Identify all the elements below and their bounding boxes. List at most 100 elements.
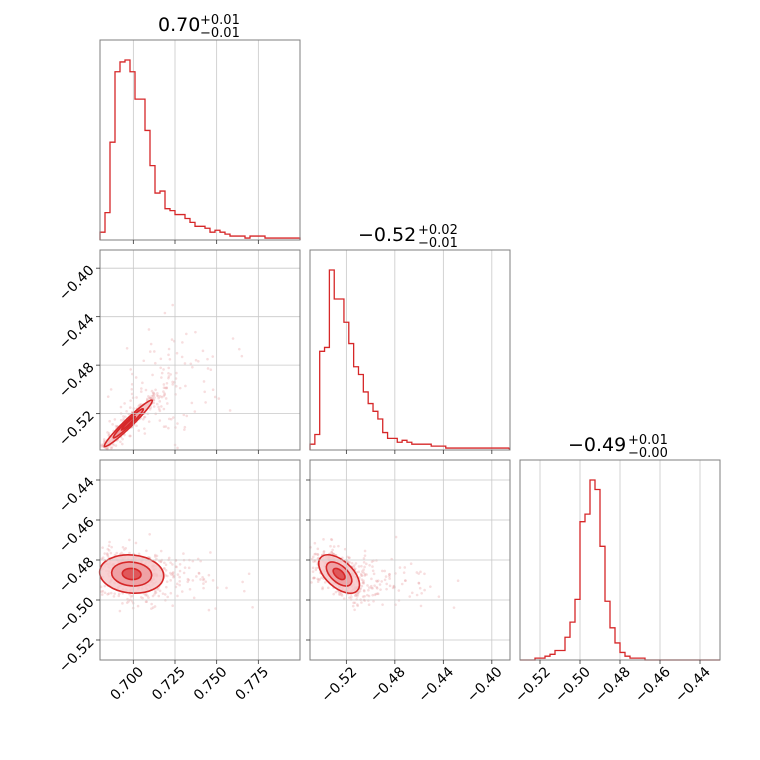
sample-point-1 xyxy=(178,583,181,587)
sample-point-0 xyxy=(204,401,207,404)
sample-point-0 xyxy=(174,426,177,429)
sample-point-2 xyxy=(381,603,384,606)
sample-point-1 xyxy=(101,546,104,549)
sample-point-0 xyxy=(153,361,157,365)
sample-point-0 xyxy=(103,439,106,443)
sample-point-1 xyxy=(204,580,208,583)
sample-point-0 xyxy=(100,443,103,447)
sample-point-2 xyxy=(378,583,382,586)
sample-point-2 xyxy=(315,566,318,570)
sample-point-2 xyxy=(380,569,384,573)
sample-point-2 xyxy=(375,579,378,583)
sample-point-0 xyxy=(152,391,155,395)
sample-point-2 xyxy=(362,568,365,572)
sample-point-0 xyxy=(114,424,118,428)
sample-point-1 xyxy=(182,552,185,555)
sample-point-2 xyxy=(379,588,382,591)
sample-point-0 xyxy=(169,417,173,421)
sample-point-1 xyxy=(113,592,116,595)
sample-point-1 xyxy=(148,532,151,536)
sample-point-0 xyxy=(155,394,159,397)
sample-point-0 xyxy=(109,446,113,450)
x-tick-label-1-2: −0.44 xyxy=(416,664,458,706)
sample-point-1 xyxy=(186,580,190,584)
sample-point-1 xyxy=(155,557,158,561)
sample-point-2 xyxy=(373,584,376,587)
sample-point-2 xyxy=(410,591,414,595)
sample-point-0 xyxy=(123,433,126,437)
sample-point-0 xyxy=(135,424,138,428)
sample-point-0 xyxy=(141,417,145,421)
sample-point-0 xyxy=(185,414,189,418)
sample-point-0 xyxy=(162,407,166,411)
sample-point-1 xyxy=(241,580,244,584)
sample-point-2 xyxy=(342,597,346,601)
x-tick-label-2-1: −0.50 xyxy=(552,664,594,706)
sample-point-1 xyxy=(247,572,251,576)
sample-point-0 xyxy=(156,391,159,395)
sample-point-0 xyxy=(106,446,110,449)
sample-point-2 xyxy=(316,553,320,556)
title-0-plus: +0.01 xyxy=(200,13,240,28)
sample-point-0 xyxy=(189,362,193,366)
sample-point-0 xyxy=(158,409,162,413)
sample-point-2 xyxy=(341,556,344,560)
sample-point-1 xyxy=(141,596,144,600)
sample-point-1 xyxy=(139,596,143,599)
sample-point-1 xyxy=(158,589,162,593)
sample-point-1 xyxy=(100,593,104,596)
sample-point-0 xyxy=(164,386,167,390)
x-tick-label-1-3: −0.40 xyxy=(464,664,506,706)
sample-point-2 xyxy=(403,579,407,582)
sample-point-2 xyxy=(353,601,357,605)
sample-point-0 xyxy=(106,395,110,398)
sample-point-1 xyxy=(153,605,157,608)
sample-point-0 xyxy=(159,395,162,398)
sample-point-1 xyxy=(145,549,148,553)
sample-point-2 xyxy=(365,573,368,576)
sample-point-1 xyxy=(169,571,172,575)
sample-point-1 xyxy=(214,607,217,610)
sample-point-1 xyxy=(129,595,133,598)
sample-point-0 xyxy=(107,433,111,437)
sample-point-2 xyxy=(360,601,363,604)
sample-point-0 xyxy=(163,392,166,395)
sample-point-0 xyxy=(194,358,198,362)
sample-point-2 xyxy=(456,579,460,583)
sample-point-0 xyxy=(165,386,169,389)
sample-point-1 xyxy=(154,591,158,594)
sample-point-1 xyxy=(157,594,161,598)
sample-point-0 xyxy=(162,390,165,393)
sample-point-0 xyxy=(106,431,109,434)
x-tick-label-0-2: 0.750 xyxy=(191,664,231,704)
sample-point-0 xyxy=(152,394,155,398)
sample-point-0 xyxy=(153,392,156,396)
sample-point-0 xyxy=(141,381,144,385)
panel-frame-1-0 xyxy=(99,249,301,451)
x-tick-label-0-1: 0.725 xyxy=(149,664,189,704)
sample-point-0 xyxy=(152,393,155,397)
sample-point-0 xyxy=(130,382,134,386)
sample-point-0 xyxy=(184,384,187,388)
sample-point-1 xyxy=(106,592,109,596)
sample-point-2 xyxy=(311,555,315,559)
sample-point-1 xyxy=(150,607,153,610)
sample-point-2 xyxy=(418,586,422,590)
sample-point-0 xyxy=(178,386,182,390)
sample-point-0 xyxy=(107,432,111,435)
sample-point-1 xyxy=(166,574,169,578)
sample-point-1 xyxy=(100,590,103,593)
sample-point-2 xyxy=(372,599,375,603)
sample-point-2 xyxy=(343,547,347,551)
sample-point-0 xyxy=(156,394,160,398)
sample-point-0 xyxy=(170,338,174,341)
sample-point-0 xyxy=(150,394,153,398)
sample-point-0 xyxy=(132,407,136,410)
sample-point-0 xyxy=(140,387,143,390)
sample-point-0 xyxy=(167,353,170,357)
sample-point-1 xyxy=(115,551,119,555)
sample-point-2 xyxy=(352,565,355,569)
sample-point-2 xyxy=(350,561,354,565)
sample-point-1 xyxy=(191,579,195,582)
sample-point-2 xyxy=(311,570,315,573)
